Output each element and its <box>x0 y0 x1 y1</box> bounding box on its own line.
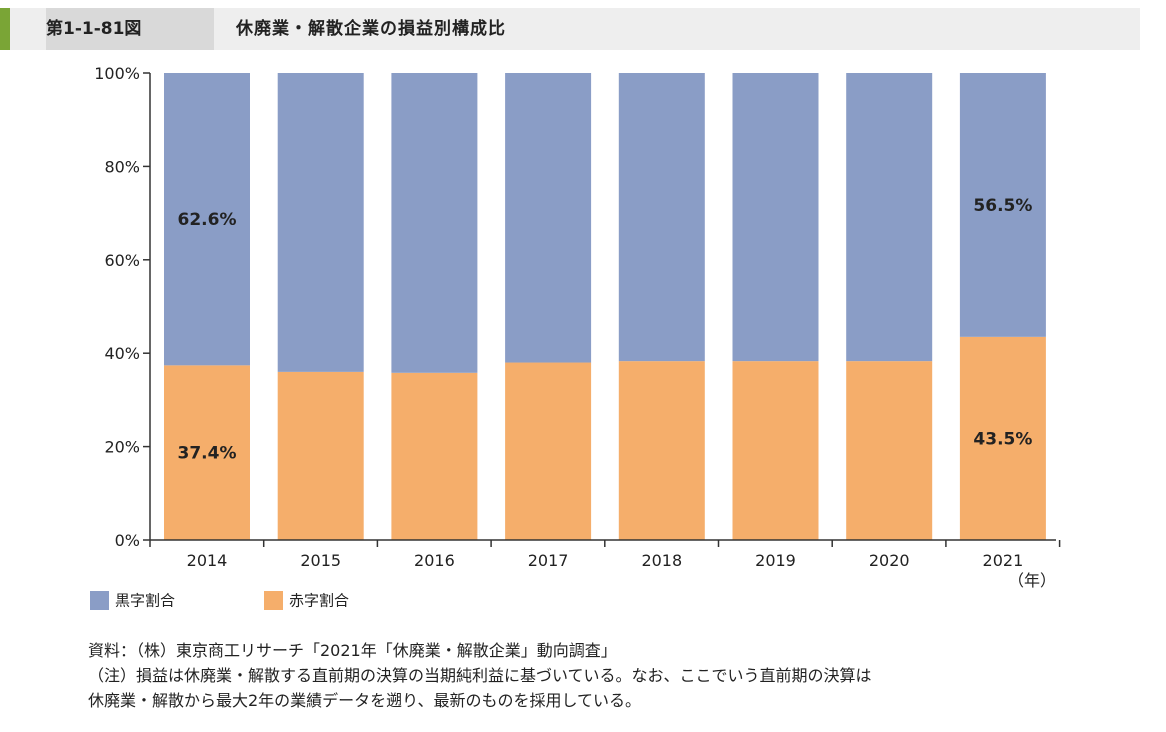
data-label-loss-2014: 37.4% <box>178 444 237 464</box>
bars-group <box>164 73 1046 540</box>
note-line-2: 休廃業・解散から最大2年の業績データを遡り、最新のものを採用している。 <box>88 691 642 710</box>
header-accent-bar <box>0 8 10 50</box>
legend-item-profit: 黒字割合 <box>90 590 175 612</box>
data-labels-group: 62.6% 37.4% 56.5% 43.5% <box>178 196 1033 464</box>
x-tick-label-2016: 2016 <box>414 551 455 570</box>
y-tick-label: 0% <box>115 531 140 550</box>
x-tick-label-2020: 2020 <box>869 551 910 570</box>
y-axis: 0% 20% 40% 60% 80% 100% <box>94 64 151 550</box>
legend-swatch-profit <box>90 591 109 610</box>
data-label-loss-2021: 43.5% <box>973 429 1032 449</box>
figure-title: 休廃業・解散企業の損益別構成比 <box>236 19 506 39</box>
y-tick-label: 40% <box>104 344 140 363</box>
notes-block: 資料：（株）東京商工リサーチ「2021年「休廃業・解散企業」動向調査」 （注）損… <box>88 638 872 713</box>
x-tick-label-2017: 2017 <box>528 551 569 570</box>
y-tick-label: 20% <box>104 438 140 457</box>
figure-number: 第1-1-81図 <box>46 19 142 39</box>
bar-loss-2019 <box>732 361 819 540</box>
note-line-1: （注）損益は休廃業・解散する直前期の決算の当期純利益に基づいている。なお、ここで… <box>88 666 872 685</box>
bar-loss-2020 <box>846 361 933 540</box>
y-tick-label: 80% <box>104 157 140 176</box>
bar-profit-2018 <box>618 73 705 362</box>
stacked-bar-chart: 0%20%40%60%80%100% 2014 2015 2016 2017 2018 2… <box>94 64 1061 590</box>
legend-label-profit: 黒字割合 <box>115 591 176 610</box>
data-label-profit-2014: 62.6% <box>178 210 237 230</box>
x-tick-label-2018: 2018 <box>641 551 682 570</box>
legend-item-loss: 赤字割合 <box>264 590 349 612</box>
x-axis-unit: （年） <box>1008 571 1056 590</box>
source-note: 資料：（株）東京商工リサーチ「2021年「休廃業・解散企業」動向調査」 <box>88 641 617 660</box>
legend-swatch-loss <box>264 591 283 610</box>
bar-loss-2015 <box>277 371 364 540</box>
bar-loss-2014 <box>164 365 250 540</box>
x-tick-label-2014: 2014 <box>187 551 228 570</box>
bar-loss-2016 <box>391 372 478 540</box>
x-axis: 2014 2015 2016 2017 2018 2019 2020 2021（年） <box>149 539 1061 590</box>
bar-profit-2015 <box>277 73 364 372</box>
bar-profit-2014 <box>164 73 250 366</box>
bar-profit-2021 <box>959 73 1046 337</box>
x-tick-label-2015: 2015 <box>300 551 341 570</box>
bar-loss-2018 <box>618 361 705 540</box>
legend-label-loss: 赤字割合 <box>289 591 350 610</box>
figure-header: 第1-1-81図 休廃業・解散企業の損益別構成比 <box>0 8 1140 50</box>
x-tick-label-2021: 2021 <box>983 551 1024 570</box>
x-tick-label-2019: 2019 <box>755 551 796 570</box>
bar-profit-2017 <box>505 73 592 363</box>
bar-loss-2017 <box>505 362 592 540</box>
bar-profit-2019 <box>732 73 819 362</box>
data-label-profit-2021: 56.5% <box>973 196 1032 216</box>
bar-loss-2021 <box>959 336 1046 540</box>
bar-profit-2016 <box>391 73 478 373</box>
y-tick-label: 60% <box>104 251 140 270</box>
bar-profit-2020 <box>846 73 933 362</box>
y-tick-label: 100% <box>94 64 140 83</box>
